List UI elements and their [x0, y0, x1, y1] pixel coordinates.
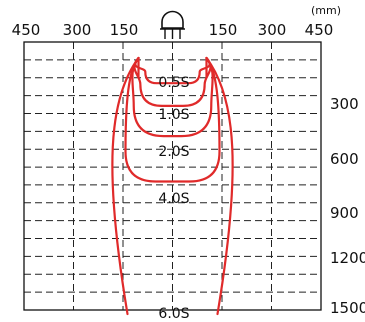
- contour-label-2-0s: 2.0S: [158, 144, 189, 160]
- detection-contour-4-0s: [124, 56, 221, 183]
- sensor-icon: [160, 10, 185, 39]
- right-tick-900: 900: [330, 204, 359, 222]
- detection-curves: [111, 56, 234, 316]
- top-tick-left-150: 150: [110, 21, 139, 39]
- detection-contour-6-0s: [111, 56, 234, 316]
- top-tick-right-150: 150: [209, 21, 238, 39]
- top-tick-left-450: 450: [12, 21, 41, 39]
- top-tick-right-300: 300: [258, 21, 287, 39]
- top-tick-right-450: 450: [305, 21, 334, 39]
- right-tick-300: 300: [330, 95, 359, 113]
- unit-label: (mm): [311, 4, 341, 17]
- top-tick-left-300: 300: [63, 21, 92, 39]
- contour-label-6-0s: 6.0S: [158, 306, 189, 322]
- contour-label-4-0s: 4.0S: [158, 191, 189, 207]
- plot-frame: [23, 41, 322, 311]
- contour-label-0-5s: 0.5S: [158, 75, 189, 91]
- right-tick-1500: 1500: [330, 299, 365, 317]
- detection-contour-2-0s: [131, 56, 214, 138]
- right-tick-600: 600: [330, 150, 359, 168]
- contour-label-1-0s: 1.0S: [158, 107, 189, 123]
- detection-contour-0-5s: [134, 56, 211, 85]
- right-tick-1200: 1200: [330, 249, 365, 267]
